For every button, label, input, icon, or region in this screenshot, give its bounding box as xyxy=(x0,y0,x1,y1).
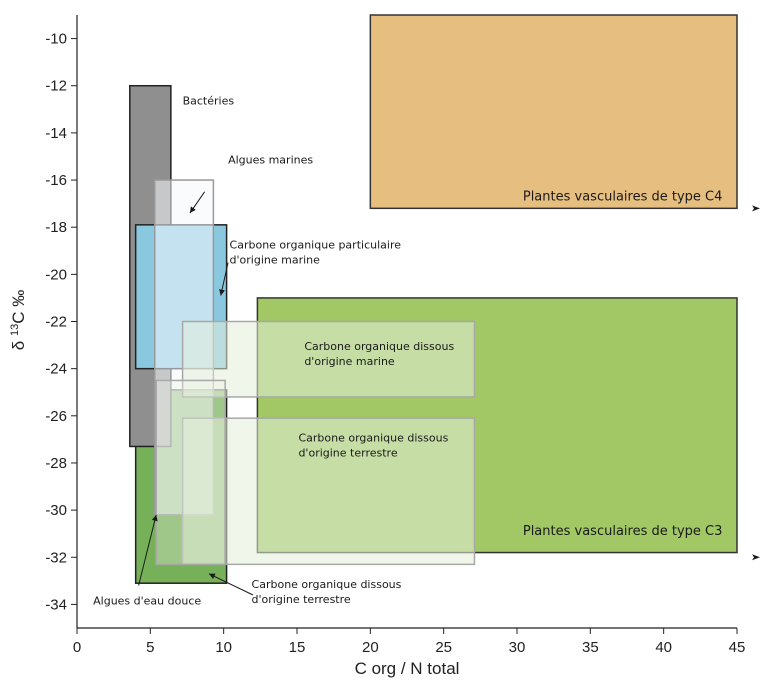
y-axis-ticks: -10 -12 -14 -16 -18 -20 -22 -24 -26 -28 -30 -32 -34 xyxy=(45,31,77,613)
y-axis-title-prefix: δ xyxy=(9,341,28,350)
y-tick-label: -26 xyxy=(45,408,67,425)
y-axis-title: δ 13C ‰ xyxy=(9,290,28,350)
x-axis-ticks: 0 5 10 15 20 25 30 35 40 45 xyxy=(73,628,746,656)
region-boxes: Plantes vasculaires de type C4 Plantes va… xyxy=(129,14,738,584)
annotation-doc_marine: Carbone organique dissous d'origine marin… xyxy=(304,340,454,368)
region-c4 xyxy=(369,14,738,210)
x-tick-label: 0 xyxy=(73,639,81,656)
y-tick-label: -16 xyxy=(45,172,67,189)
x-axis-title: C org / N total xyxy=(355,659,460,678)
x-tick-label: 40 xyxy=(655,639,672,656)
y-axis-title-sup: 13 xyxy=(9,324,21,336)
y-tick-label: -28 xyxy=(45,455,67,472)
y-tick-label: -24 xyxy=(45,361,67,378)
y-tick-label: -32 xyxy=(45,549,67,566)
edge-arrow-icon xyxy=(752,554,760,561)
y-tick-label: -34 xyxy=(45,596,67,613)
y-tick-label: -20 xyxy=(45,266,67,283)
y-tick-label: -10 xyxy=(45,31,67,48)
region-doc_terrestrial xyxy=(181,417,476,566)
y-tick-label: -30 xyxy=(45,502,67,519)
annotation-marine_algae: Algues marines xyxy=(228,154,313,167)
x-tick-label: 35 xyxy=(582,639,599,656)
x-tick-label: 20 xyxy=(362,639,379,656)
y-axis-title-suffix: C ‰ xyxy=(9,290,28,324)
x-tick-label: 10 xyxy=(215,639,232,656)
annotation-doc_terrestrial_in_box: Carbone organique dissous d'origine terre… xyxy=(298,432,448,460)
annotation-arrow xyxy=(219,262,229,296)
annotation-arrow xyxy=(189,191,206,214)
edge-arrow-icon xyxy=(752,205,760,212)
region-label-c3: Plantes vasculaires de type C3 xyxy=(523,524,723,539)
y-tick-label: -22 xyxy=(45,314,67,331)
x-tick-label: 25 xyxy=(435,639,452,656)
axes: 0 5 10 15 20 25 30 35 40 45 -10 -12 -14 -16 -18 -20 -22… xyxy=(45,15,745,656)
region-label-c4: Plantes vasculaires de type C4 xyxy=(523,189,723,204)
edge-markers xyxy=(752,205,760,561)
annotation-doc_terrestrial_below: Carbone organique dissous d'origine terre… xyxy=(252,578,402,606)
x-tick-label: 15 xyxy=(289,639,306,656)
region-doc_terrestrial_small xyxy=(155,379,226,566)
y-tick-label: -12 xyxy=(45,78,67,95)
annotation-arrow xyxy=(138,514,158,586)
x-tick-label: 30 xyxy=(509,639,526,656)
x-tick-label: 5 xyxy=(146,639,154,656)
annotation-poc_marine: Carbone organique particulaire d'origine … xyxy=(230,238,402,266)
annotation-freshwater_algae: Algues d'eau douce xyxy=(93,594,201,607)
y-tick-label: -18 xyxy=(45,219,67,236)
annotation-arrow xyxy=(208,573,254,596)
annotation-bacteria: Bactéries xyxy=(183,95,235,108)
y-tick-label: -14 xyxy=(45,125,67,142)
annotation-arrows xyxy=(138,191,254,596)
annotation-labels: Bactéries Algues marines Carbone organique… xyxy=(93,95,454,608)
region-doc_marine xyxy=(181,320,476,398)
x-tick-label: 45 xyxy=(729,639,746,656)
